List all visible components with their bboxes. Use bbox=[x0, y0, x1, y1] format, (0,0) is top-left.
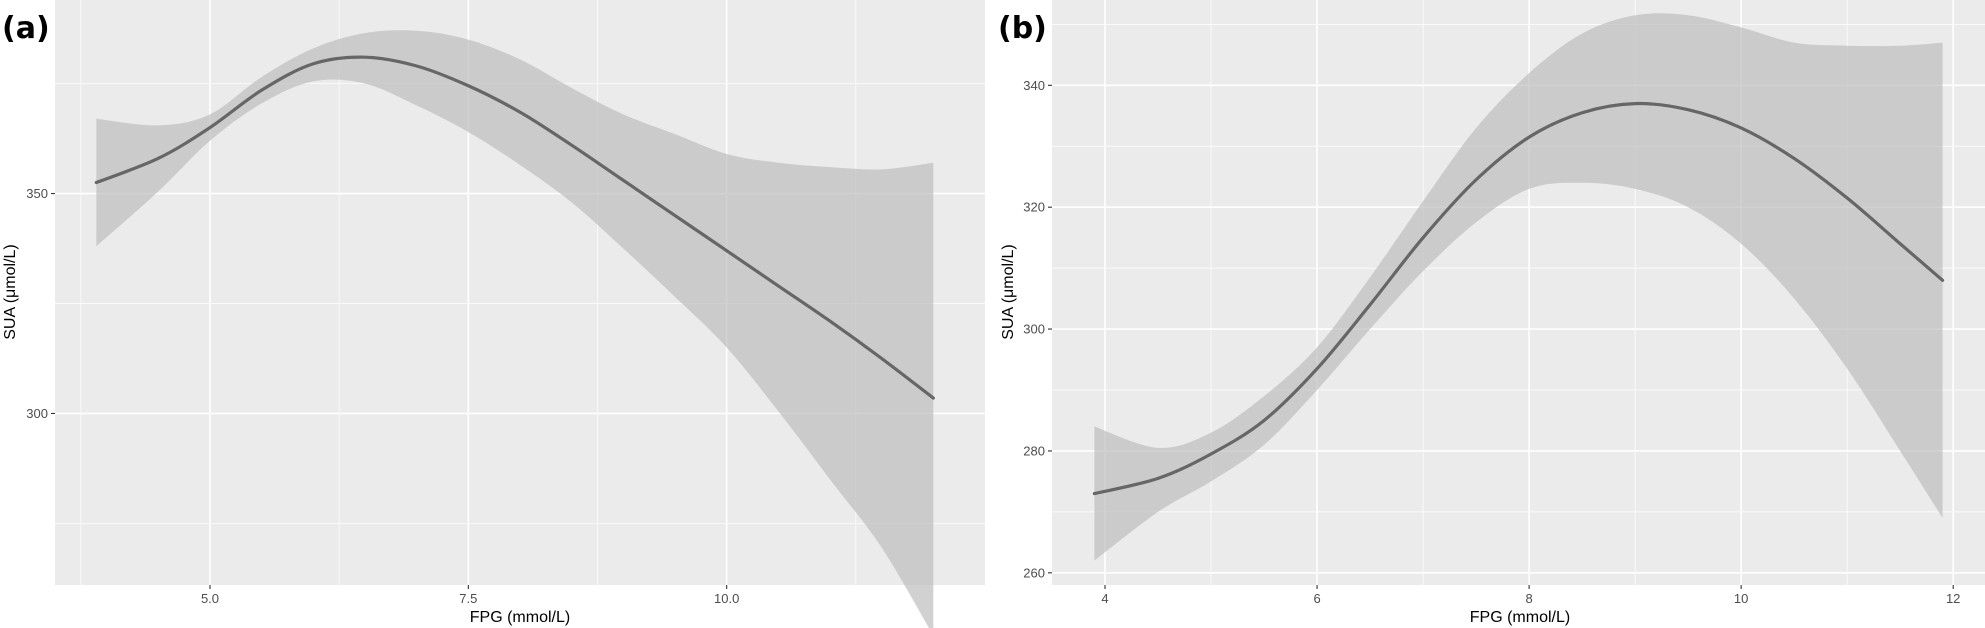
panel-b-y-tick-label: 260 bbox=[1023, 565, 1045, 580]
panel-a-smooth-line bbox=[94, 55, 935, 400]
panel-a-y-axis: 300 350 bbox=[26, 186, 55, 421]
panel-a-y-tick-label: 300 bbox=[26, 406, 48, 421]
panel-a-x-tick-label: 10.0 bbox=[714, 591, 739, 606]
panel-b-x-tick-label: 4 bbox=[1101, 591, 1108, 606]
panel-b-y-axis: 260 280 300 320 340 bbox=[1023, 78, 1052, 580]
panel-b: 260 280 300 320 340 4 6 8 10 12 (b) FPG (mmol/L)… bbox=[998, 0, 1985, 626]
panel-b-x-tick-label: 12 bbox=[1946, 591, 1960, 606]
panel-b-x-tick-label: 8 bbox=[1525, 591, 1532, 606]
panel-a-y-tick-label: 350 bbox=[26, 186, 48, 201]
panel-b-smooth-line bbox=[1092, 101, 1945, 496]
panel-b-x-axis: 4 6 8 10 12 bbox=[1101, 585, 1960, 606]
panel-b-y-tick-label: 300 bbox=[1023, 322, 1045, 337]
panel-b-tag: (b) bbox=[998, 11, 1047, 46]
panel-b-y-tick-label: 320 bbox=[1023, 200, 1045, 215]
panel-b-y-tick-label: 340 bbox=[1023, 78, 1045, 93]
panel-b-x-axis-title: FPG (mmol/L) bbox=[1470, 609, 1570, 626]
panel-a-confidence-band bbox=[96, 30, 934, 628]
panel-b-confidence-band bbox=[1094, 13, 1943, 561]
panel-a-x-axis: 5.0 7.5 10.0 bbox=[201, 585, 739, 606]
panel-b-x-tick-label: 10 bbox=[1734, 591, 1748, 606]
panel-b-y-axis-title: SUA (μmol/L) bbox=[1000, 244, 1017, 339]
panel-a-x-tick-label: 7.5 bbox=[459, 591, 477, 606]
panel-b-y-tick-label: 280 bbox=[1023, 443, 1045, 458]
panel-a-tag: (a) bbox=[2, 11, 50, 46]
panel-b-x-tick-label: 6 bbox=[1313, 591, 1320, 606]
panel-a-y-axis-title: SUA (μmol/L) bbox=[2, 244, 19, 339]
panel-a-x-axis-title: FPG (mmol/L) bbox=[470, 609, 570, 626]
panel-a-x-tick-label: 5.0 bbox=[201, 591, 219, 606]
panel-a: 300 350 5.0 7.5 10.0 (a) FPG (mmol/L) SUA (… bbox=[2, 0, 985, 628]
